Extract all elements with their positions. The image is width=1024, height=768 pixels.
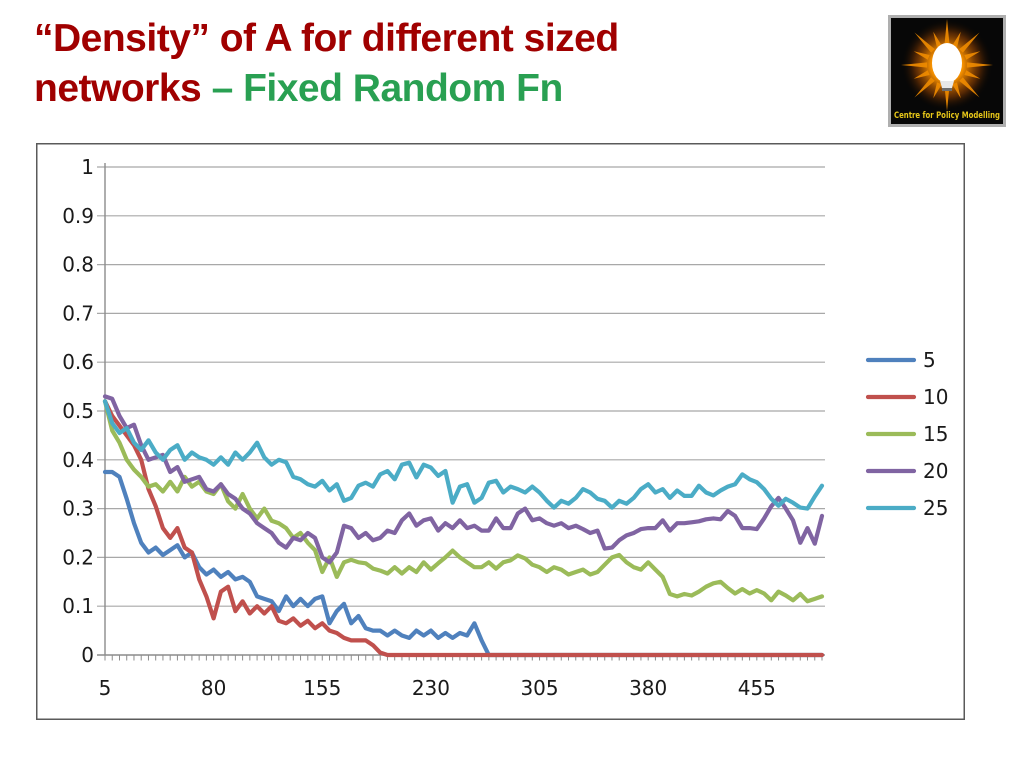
- legend-label: 5: [923, 348, 936, 372]
- y-tick-label: 0.2: [62, 545, 94, 569]
- legend-item-15: 15: [865, 422, 948, 446]
- x-axis-ticks: [104, 655, 823, 661]
- x-tick-label: 380: [629, 676, 667, 700]
- y-tick-label: 0.1: [62, 594, 94, 618]
- y-tick-label: 0.8: [62, 253, 94, 277]
- y-gridlines: [97, 166, 825, 607]
- x-tick-label: 80: [201, 676, 226, 700]
- cpm-logo: Centre for Policy Modelling: [888, 15, 1006, 127]
- series-lines: [102, 394, 825, 658]
- chart-canvas: 00.10.20.30.40.50.60.70.80.915 80 155 230 30…: [36, 143, 965, 720]
- y-axis-labels: 0 0.1 0.2 0.3 0.4 0.5 0.6 0.7 0.8 0.9 1: [62, 155, 94, 667]
- slide-title-line1: “Density” of A for different sized: [34, 14, 874, 64]
- y-tick-label: 0.6: [62, 350, 94, 374]
- series-line-25: [102, 399, 825, 511]
- lightbulb-icon: [932, 43, 962, 83]
- y-tick-label: 0.3: [62, 497, 94, 521]
- chart-border: [36, 143, 965, 720]
- title-text-red2: networks: [34, 67, 212, 110]
- legend-item-25: 25: [865, 496, 948, 520]
- series-line-10: [102, 399, 825, 658]
- light-rays: [901, 19, 993, 111]
- title-text-red: “Density” of A for different sized: [34, 17, 619, 60]
- legend-item-20: 20: [865, 459, 948, 483]
- legend: 5 10 15 20 25: [865, 348, 948, 520]
- y-tick-label: 1: [81, 155, 94, 179]
- series-line-15: [102, 399, 825, 604]
- legend-item-5: 5: [865, 348, 936, 372]
- x-tick-label: 305: [520, 676, 558, 700]
- density-chart: 0 0.1 0.2 0.3 0.4 0.5 0.6 0.7 0.8 0.9 1 5 80 155 230 30…: [36, 143, 965, 720]
- series-line-20: [102, 394, 825, 565]
- y-tick-label: 0.5: [62, 399, 94, 423]
- x-tick-label: 5: [99, 676, 112, 700]
- cpm-logo-image: Centre for Policy Modelling: [888, 15, 1006, 127]
- x-axis-labels: 5 80 155 230 305 380 455: [99, 676, 776, 700]
- legend-label: 25: [923, 496, 948, 520]
- legend-item-10: 10: [865, 385, 948, 409]
- x-tick-label: 155: [303, 676, 341, 700]
- y-tick-label: 0.9: [62, 204, 94, 228]
- slide-title-line2: networks – Fixed Random Fn: [34, 64, 874, 114]
- y-tick-label: 0: [81, 643, 94, 667]
- logo-caption: Centre for Policy Modelling: [894, 111, 1000, 121]
- title-text-green: – Fixed Random Fn: [211, 67, 564, 110]
- y-tick-label: 0.7: [62, 301, 94, 325]
- legend-label: 20: [923, 459, 948, 483]
- slide-title: “Density” of A for different sized netwo…: [34, 14, 874, 114]
- y-tick-label: 0.4: [62, 448, 94, 472]
- legend-label: 10: [923, 385, 948, 409]
- legend-label: 15: [923, 422, 948, 446]
- x-tick-label: 455: [738, 676, 776, 700]
- x-tick-label: 230: [412, 676, 450, 700]
